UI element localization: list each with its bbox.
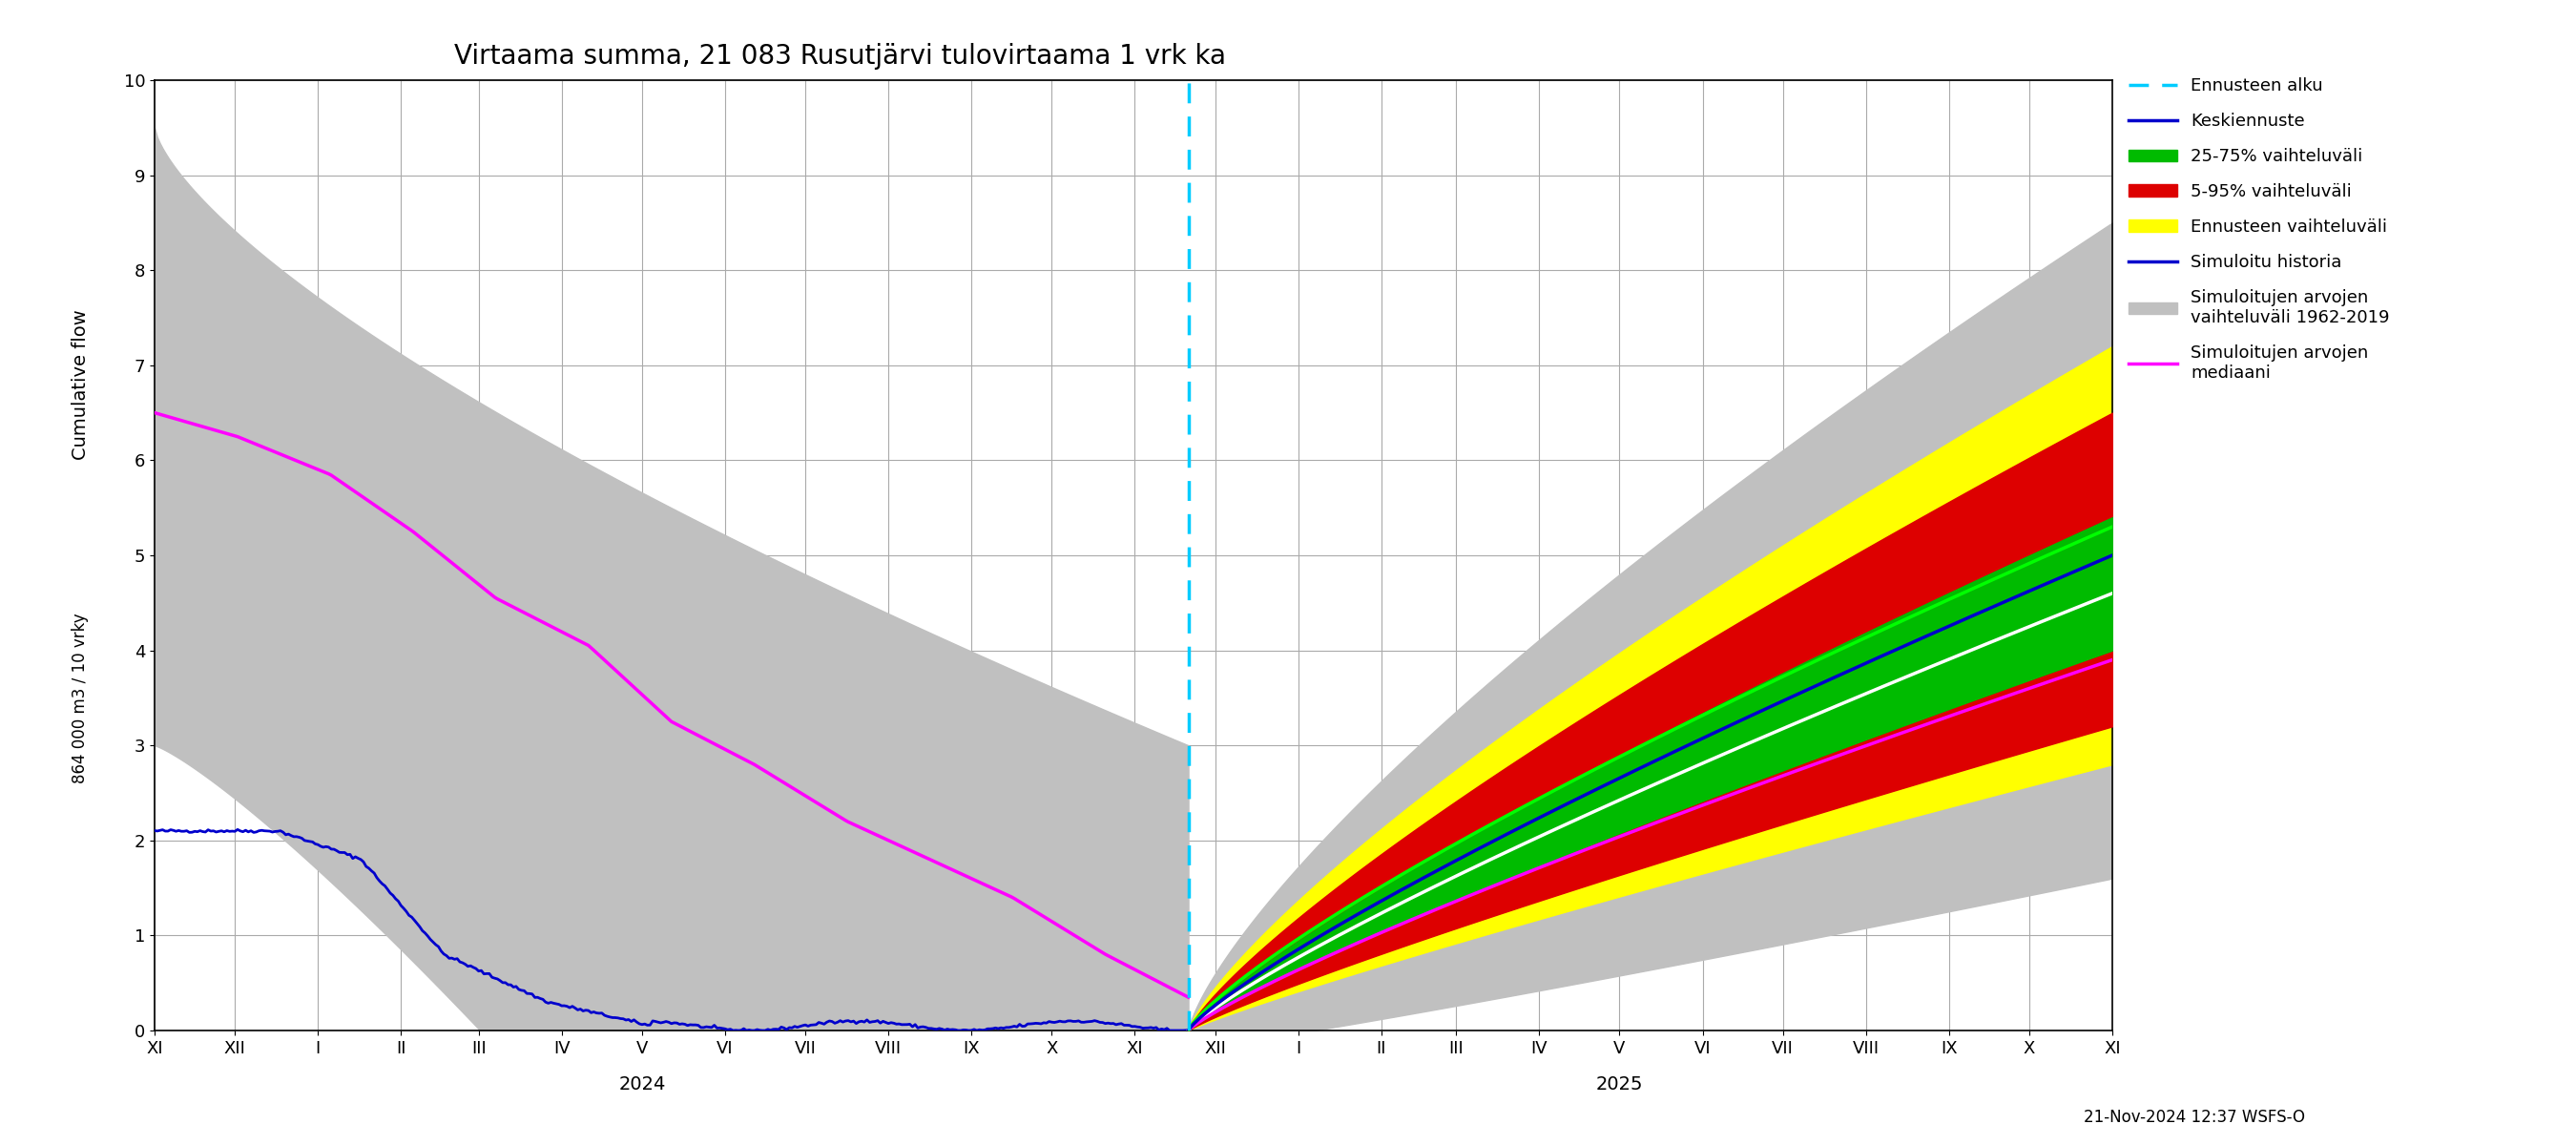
Text: Cumulative flow: Cumulative flow	[72, 309, 90, 459]
Legend: Ennusteen alku, Keskiennuste, 25-75% vaihteluväli, 5-95% vaihteluväli, Ennusteen: Ennusteen alku, Keskiennuste, 25-75% vai…	[2123, 71, 2396, 388]
Text: 2025: 2025	[1597, 1075, 1643, 1093]
Text: 864 000 m3 / 10 vrky: 864 000 m3 / 10 vrky	[72, 613, 88, 783]
Title: Virtaama summa, 21 083 Rusutjärvi tulovirtaama 1 vrk ka: Virtaama summa, 21 083 Rusutjärvi tulovi…	[453, 44, 1226, 70]
Text: 2024: 2024	[618, 1075, 665, 1093]
Text: 21-Nov-2024 12:37 WSFS-O: 21-Nov-2024 12:37 WSFS-O	[2084, 1108, 2306, 1126]
